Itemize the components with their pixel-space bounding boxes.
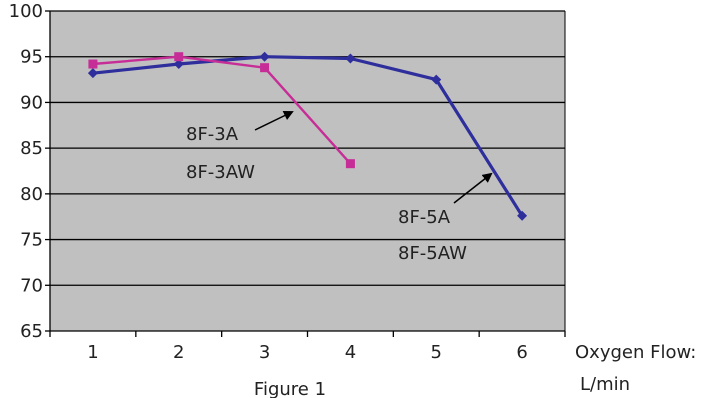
series-1-point-1 (87, 68, 98, 79)
y-axis-ticks: 65 70 75 80 85 90 95 100 (9, 1, 50, 342)
y-tick-label: 90 (20, 92, 43, 113)
x-tick-label: 1 (87, 342, 98, 363)
plot-area (50, 11, 565, 331)
x-axis-label-line2: L/min (580, 374, 630, 395)
series-2-point-1 (88, 59, 98, 69)
annotation-8f-5a: 8F-5A 8F-5AW (398, 172, 493, 264)
x-tick-label: 6 (516, 342, 527, 363)
annotation-8f-3a-line1: 8F-3A (186, 124, 239, 145)
annotation-8f-5a-arrow (453, 172, 493, 204)
y-tick-label: 80 (20, 184, 43, 205)
y-tick-label: 65 (20, 321, 43, 342)
annotation-8f-3a-arrow (254, 111, 294, 131)
series-1-point-2 (173, 59, 184, 70)
series-1-point-5 (431, 74, 442, 85)
series-markers (87, 51, 528, 221)
x-tick-label: 4 (345, 342, 356, 363)
gridlines (49, 10, 566, 332)
series-1-line (92, 55, 524, 217)
annotation-8f-3a-line2: 8F-3AW (186, 162, 255, 183)
annotation-8f-5a-line1: 8F-5A (398, 207, 451, 228)
series-2-point-3 (260, 63, 270, 73)
series-1-point-6 (517, 210, 528, 221)
series-1-point-3 (259, 51, 270, 62)
y-tick-label: 70 (20, 275, 43, 296)
figure-caption: Figure 1 (254, 379, 326, 398)
series-1-point-4 (345, 53, 356, 64)
series-2-point-4 (345, 159, 355, 169)
x-tick-label: 3 (259, 342, 270, 363)
y-tick-label: 85 (20, 138, 43, 159)
series-2-line (92, 55, 352, 165)
annotation-8f-5a-line2: 8F-5AW (398, 243, 467, 264)
annotation-8f-3a: 8F-3A 8F-3AW (186, 111, 294, 183)
series-2-point-2 (174, 52, 184, 62)
x-tick-label: 5 (431, 342, 442, 363)
series-lines (92, 55, 524, 217)
y-tick-label: 95 (20, 47, 43, 68)
x-axis-ticks: 1 2 3 4 5 6 (49, 331, 566, 363)
y-tick-label: 100 (9, 1, 43, 22)
x-tick-label: 2 (173, 342, 184, 363)
x-axis-label-line1: Oxygen Flow: (575, 342, 696, 363)
y-tick-label: 75 (20, 230, 43, 251)
